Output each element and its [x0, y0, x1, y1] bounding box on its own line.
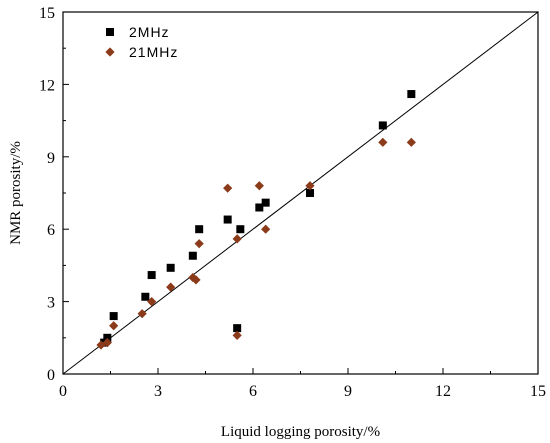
legend-label: 2MHz	[129, 24, 170, 40]
x-axis-label: Liquid logging porosity/%	[221, 424, 380, 440]
series-1	[96, 137, 416, 350]
data-point	[166, 263, 175, 272]
x-tick-label: 6	[249, 383, 257, 400]
legend: 2MHz 21MHz	[105, 24, 178, 60]
data-point	[232, 330, 242, 340]
x-axis-ticks: 0 3 6 9 12 15	[59, 368, 546, 400]
series-0	[100, 90, 416, 347]
data-point	[166, 282, 176, 292]
data-point	[188, 251, 197, 260]
data-point	[261, 198, 270, 207]
data-point	[378, 137, 388, 147]
legend-marker	[105, 47, 115, 57]
identity-reference-line	[62, 11, 539, 375]
data-point	[261, 224, 271, 234]
data-points	[96, 90, 416, 350]
data-point	[233, 324, 242, 333]
data-point	[232, 234, 242, 244]
data-point	[147, 297, 157, 307]
data-point	[103, 333, 112, 342]
data-point	[96, 340, 106, 350]
data-point	[109, 312, 118, 321]
data-point	[137, 309, 147, 319]
data-point	[254, 181, 264, 191]
data-point	[194, 239, 204, 249]
y-axis-label: NMR porosity/%	[8, 141, 24, 245]
data-point	[109, 321, 119, 331]
plot-area: 0 3 6 9 12 15 0 3 6 9 12 15	[39, 5, 546, 400]
data-point	[305, 181, 315, 191]
data-point	[407, 90, 416, 99]
data-point	[195, 225, 204, 234]
data-point	[306, 189, 314, 197]
y-tick-label: 3	[47, 295, 55, 312]
y-axis-ticks: 0 3 6 9 12 15	[39, 5, 69, 384]
y-tick-label: 6	[47, 222, 55, 239]
legend-marker	[106, 28, 114, 36]
data-point	[255, 203, 264, 212]
data-point	[236, 225, 245, 234]
x-tick-label: 3	[154, 383, 162, 400]
data-point	[147, 271, 156, 280]
data-point	[406, 137, 416, 147]
data-point	[223, 183, 233, 193]
data-point	[223, 215, 232, 224]
y-tick-label: 9	[47, 150, 55, 167]
x-tick-label: 0	[59, 383, 67, 400]
x-tick-label: 9	[344, 383, 352, 400]
y-tick-label: 15	[39, 5, 55, 22]
data-point	[141, 292, 150, 301]
data-point	[378, 121, 387, 130]
legend-label: 21MHz	[129, 44, 178, 60]
y-tick-label: 12	[39, 77, 55, 94]
y-tick-label: 0	[47, 367, 55, 384]
data-point	[102, 338, 112, 348]
x-tick-label: 12	[435, 383, 451, 400]
x-tick-label: 15	[530, 383, 546, 400]
data-point	[191, 275, 201, 285]
